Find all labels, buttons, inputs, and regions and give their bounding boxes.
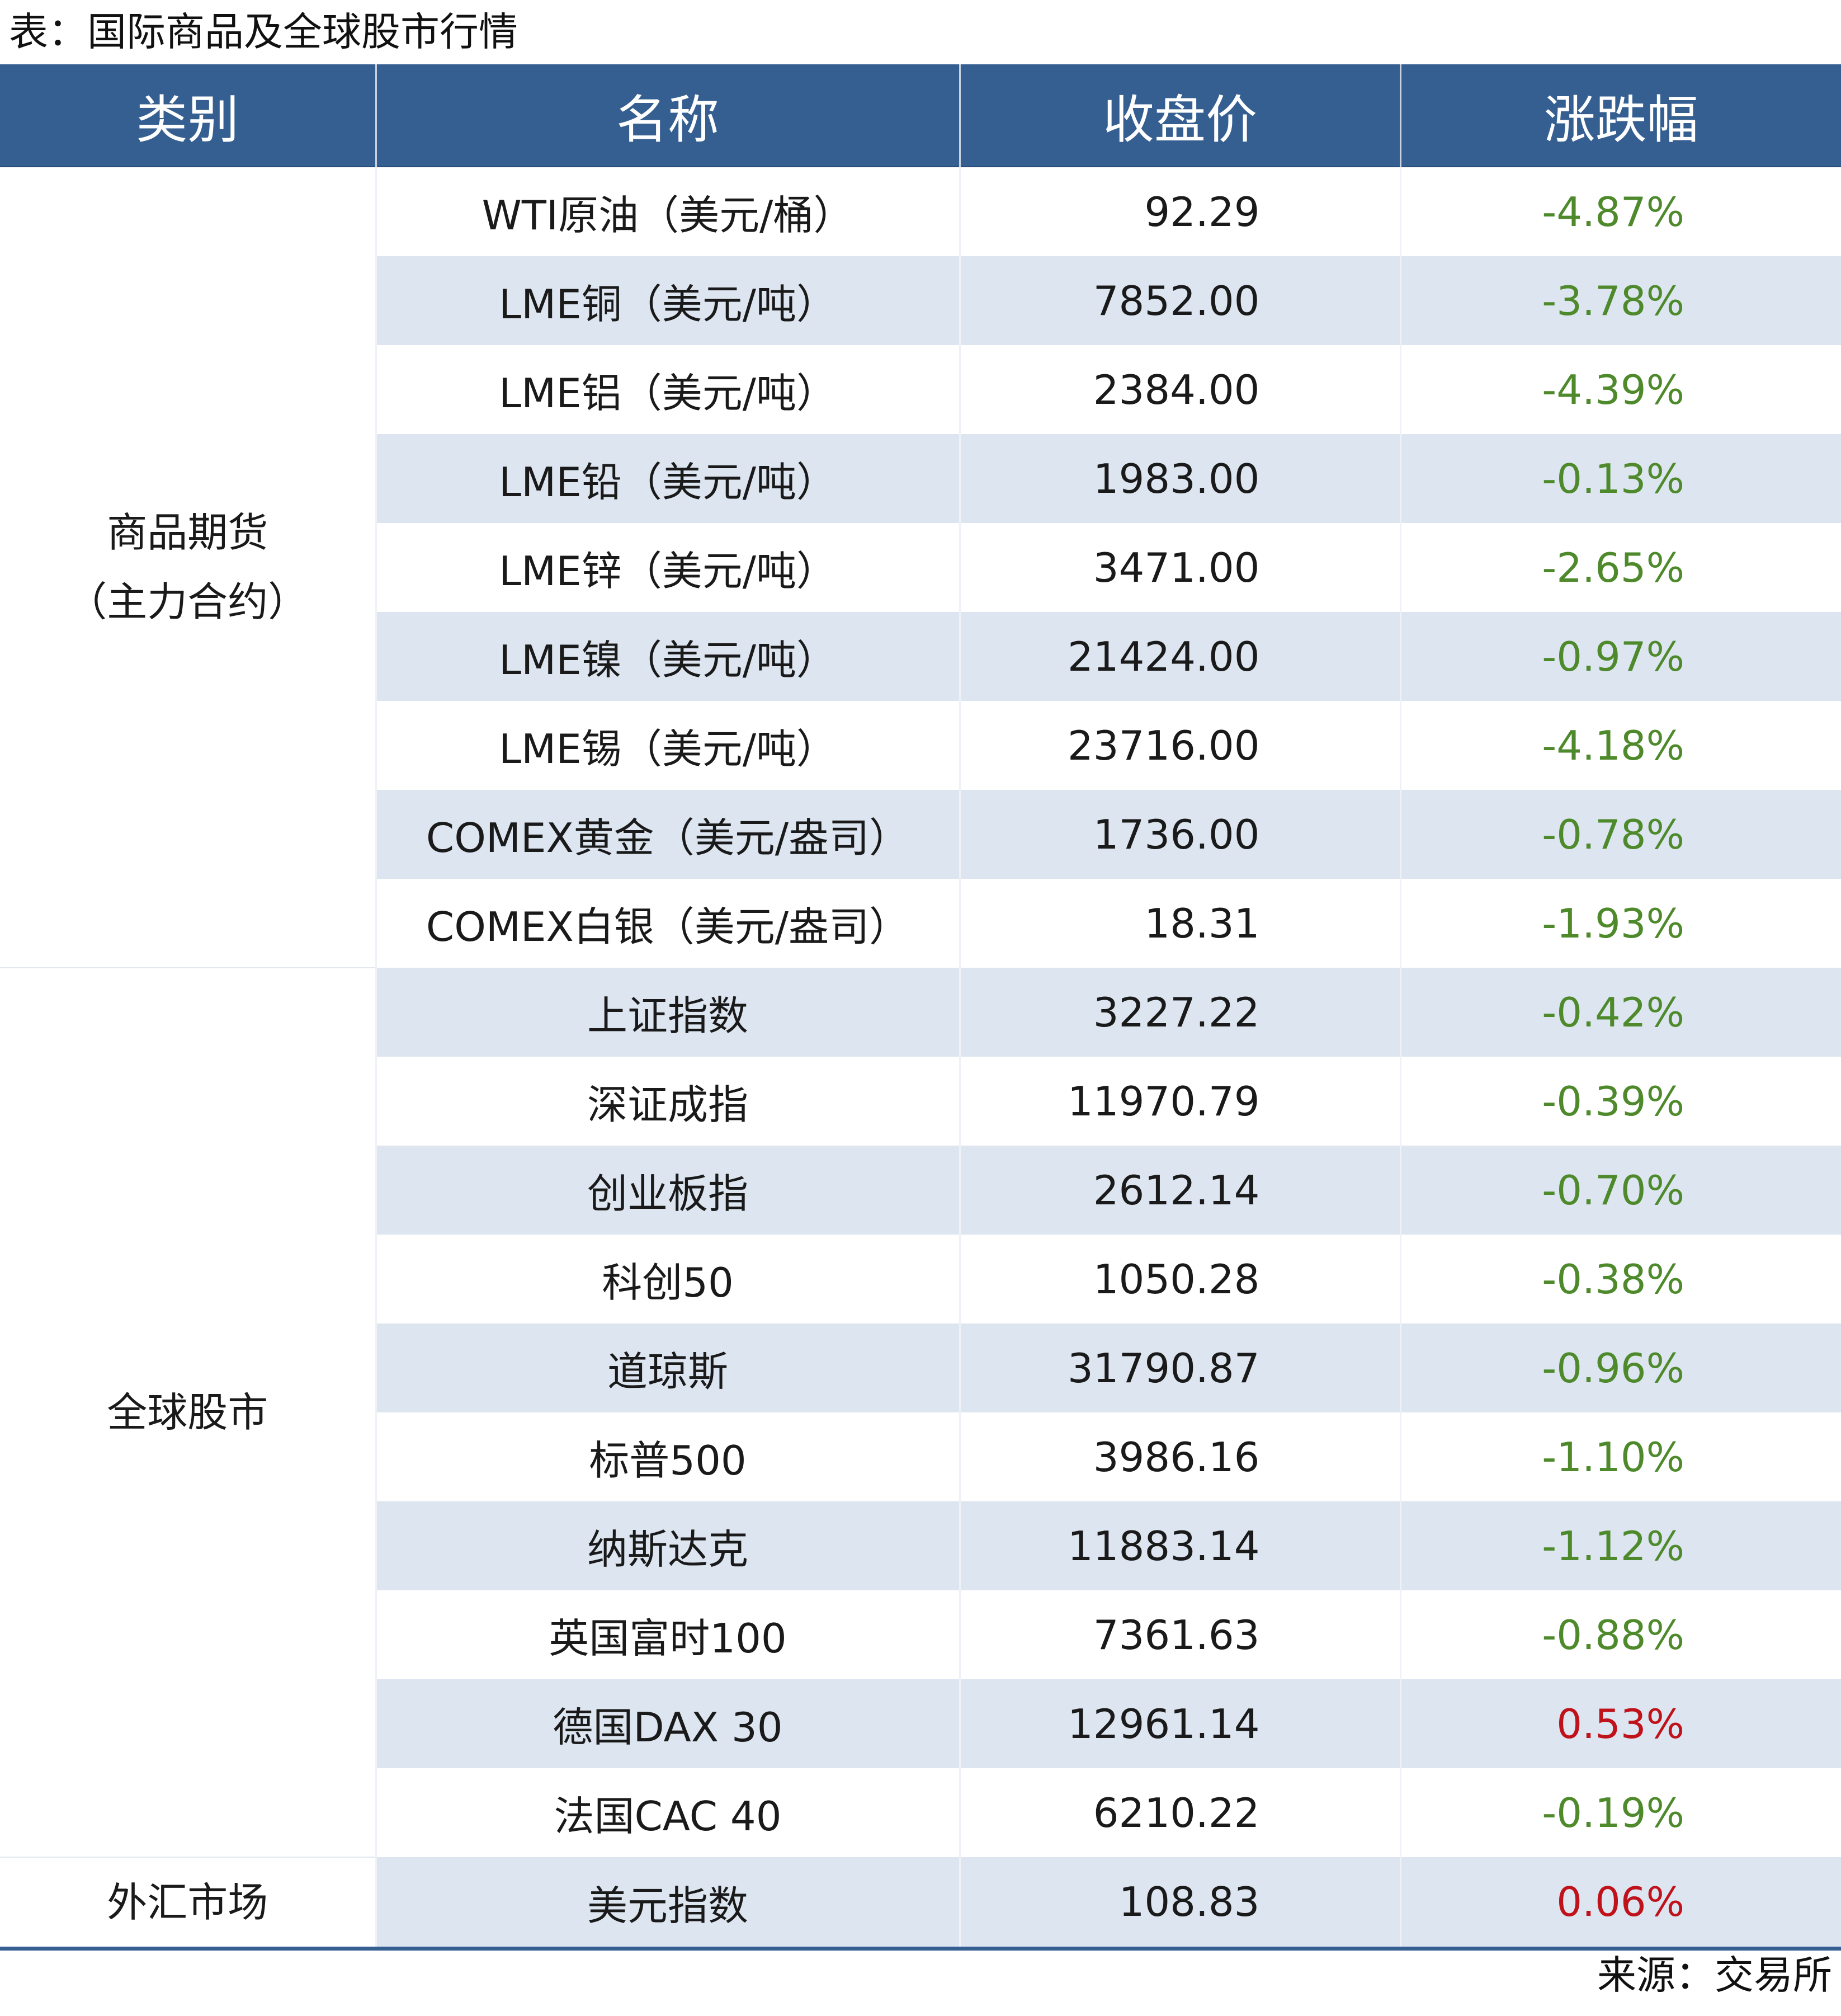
table-row: COMEX白银（美元/盎司） 18.31 -1.93%: [0, 879, 1841, 968]
table-row: 外汇市场 美元指数 108.83 0.06%: [0, 1857, 1841, 1951]
table-row: LME镍（美元/吨） 21424.00 -0.97%: [0, 612, 1841, 701]
change-percent: -1.10%: [1399, 1412, 1841, 1501]
change-percent: -0.42%: [1399, 968, 1841, 1057]
instrument-name: COMEX黄金（美元/盎司）: [375, 790, 960, 879]
category-cell: 商品期货 （主力合约）: [0, 166, 376, 968]
change-percent: -0.78%: [1399, 790, 1841, 879]
change-percent: -0.19%: [1399, 1768, 1841, 1857]
table-row: COMEX黄金（美元/盎司） 1736.00 -0.78%: [0, 790, 1841, 879]
close-price: 23716.00: [959, 701, 1400, 790]
change-percent: -0.70%: [1399, 1146, 1841, 1235]
close-price: 1736.00: [959, 790, 1400, 879]
table-row: 科创50 1050.28 -0.38%: [0, 1235, 1841, 1323]
table-row: 全球股市 上证指数 3227.22 -0.42%: [0, 967, 1841, 1857]
table-row: 法国CAC 40 6210.22 -0.19%: [0, 1768, 1841, 1857]
category-label: （主力合约）: [67, 578, 309, 625]
table-row: LME锡（美元/吨） 23716.00 -4.18%: [0, 701, 1841, 790]
category-label: 全球股市: [107, 1389, 268, 1436]
close-price: 7361.63: [959, 1590, 1400, 1679]
change-percent: -1.93%: [1399, 879, 1841, 968]
table-row: 标普500 3986.16 -1.10%: [0, 1412, 1841, 1501]
table-row: 深证成指 11970.79 -0.39%: [0, 1057, 1841, 1146]
close-price: 2384.00: [959, 345, 1400, 434]
instrument-name: 英国富时100: [375, 1590, 960, 1679]
instrument-name: LME锌（美元/吨）: [375, 523, 960, 612]
table-row: LME铅（美元/吨） 1983.00 -0.13%: [0, 434, 1841, 523]
close-price: 1983.00: [959, 434, 1400, 523]
table-row: 英国富时100 7361.63 -0.88%: [0, 1590, 1841, 1679]
table-row: LME铜（美元/吨） 7852.00 -3.78%: [0, 256, 1841, 345]
close-price: 11970.79: [959, 1057, 1400, 1146]
category-label: 外汇市场: [107, 1878, 268, 1926]
category-cell: 外汇市场: [0, 1857, 376, 1951]
instrument-name: 德国DAX 30: [375, 1679, 960, 1768]
change-percent: -0.39%: [1399, 1057, 1841, 1146]
instrument-name: 道琼斯: [375, 1323, 960, 1412]
header-category: 类别: [0, 64, 376, 167]
table-row: LME铝（美元/吨） 2384.00 -4.39%: [0, 345, 1841, 434]
table-header: 类别 名称 收盘价 涨跌幅: [0, 64, 1841, 167]
table-row: 德国DAX 30 12961.14 0.53%: [0, 1679, 1841, 1768]
change-percent: -0.38%: [1399, 1235, 1841, 1323]
table-title: 表：国际商品及全球股市行情: [9, 9, 518, 55]
instrument-name: 科创50: [375, 1235, 960, 1323]
change-percent: -0.97%: [1399, 612, 1841, 701]
close-price: 7852.00: [959, 256, 1400, 345]
close-price: 11883.14: [959, 1501, 1400, 1590]
change-percent: -0.96%: [1399, 1323, 1841, 1412]
instrument-name: 上证指数: [375, 968, 960, 1057]
close-price: 12961.14: [959, 1679, 1400, 1768]
close-price: 21424.00: [959, 612, 1400, 701]
change-percent: -4.87%: [1399, 167, 1841, 256]
change-percent: -0.88%: [1399, 1590, 1841, 1679]
close-price: 31790.87: [959, 1323, 1400, 1412]
change-percent: -2.65%: [1399, 523, 1841, 612]
change-percent: -3.78%: [1399, 256, 1841, 345]
instrument-name: LME铅（美元/吨）: [375, 434, 960, 523]
close-price: 2612.14: [959, 1146, 1400, 1235]
close-price: 3227.22: [959, 968, 1400, 1057]
market-table: 类别 名称 收盘价 涨跌幅 商品期货 （主力合约） WTI原油（美元/桶） 92.29…: [0, 64, 1841, 1951]
table-body: 商品期货 （主力合约） WTI原油（美元/桶） 92.29 -4.87% LME铜（美元/…: [0, 166, 1841, 1951]
category-label: 商品期货: [107, 509, 268, 556]
instrument-name: COMEX白银（美元/盎司）: [375, 879, 960, 968]
table-row: 纳斯达克 11883.14 -1.12%: [0, 1501, 1841, 1590]
close-price: 92.29: [959, 167, 1400, 256]
source-note: 来源：交易所: [1597, 1952, 1832, 1998]
close-price: 3986.16: [959, 1412, 1400, 1501]
close-price: 18.31: [959, 879, 1400, 968]
table-row: 创业板指 2612.14 -0.70%: [0, 1146, 1841, 1235]
change-percent: -1.12%: [1399, 1501, 1841, 1590]
instrument-name: LME锡（美元/吨）: [375, 701, 960, 790]
close-price: 108.83: [959, 1857, 1400, 1951]
instrument-name: 纳斯达克: [375, 1501, 960, 1590]
table-row: 道琼斯 31790.87 -0.96%: [0, 1323, 1841, 1412]
instrument-name: LME铝（美元/吨）: [375, 345, 960, 434]
instrument-name: LME镍（美元/吨）: [375, 612, 960, 701]
change-percent: -4.18%: [1399, 701, 1841, 790]
close-price: 1050.28: [959, 1235, 1400, 1323]
instrument-name: 法国CAC 40: [375, 1768, 960, 1857]
instrument-name: WTI原油（美元/桶）: [375, 167, 960, 256]
header-close-price: 收盘价: [959, 64, 1400, 167]
instrument-name: 创业板指: [375, 1146, 960, 1235]
instrument-name: 标普500: [375, 1412, 960, 1501]
header-change: 涨跌幅: [1399, 64, 1841, 167]
close-price: 6210.22: [959, 1768, 1400, 1857]
close-price: 3471.00: [959, 523, 1400, 612]
change-percent: -0.13%: [1399, 434, 1841, 523]
category-cell: 全球股市: [0, 967, 376, 1857]
instrument-name: 深证成指: [375, 1057, 960, 1146]
change-percent: -4.39%: [1399, 345, 1841, 434]
instrument-name: LME铜（美元/吨）: [375, 256, 960, 345]
instrument-name: 美元指数: [375, 1857, 960, 1951]
header-name: 名称: [375, 64, 960, 167]
change-percent: 0.53%: [1399, 1679, 1841, 1768]
table-row: 商品期货 （主力合约） WTI原油（美元/桶） 92.29 -4.87%: [0, 166, 1841, 968]
table-row: LME锌（美元/吨） 3471.00 -2.65%: [0, 523, 1841, 612]
change-percent: 0.06%: [1399, 1857, 1841, 1951]
